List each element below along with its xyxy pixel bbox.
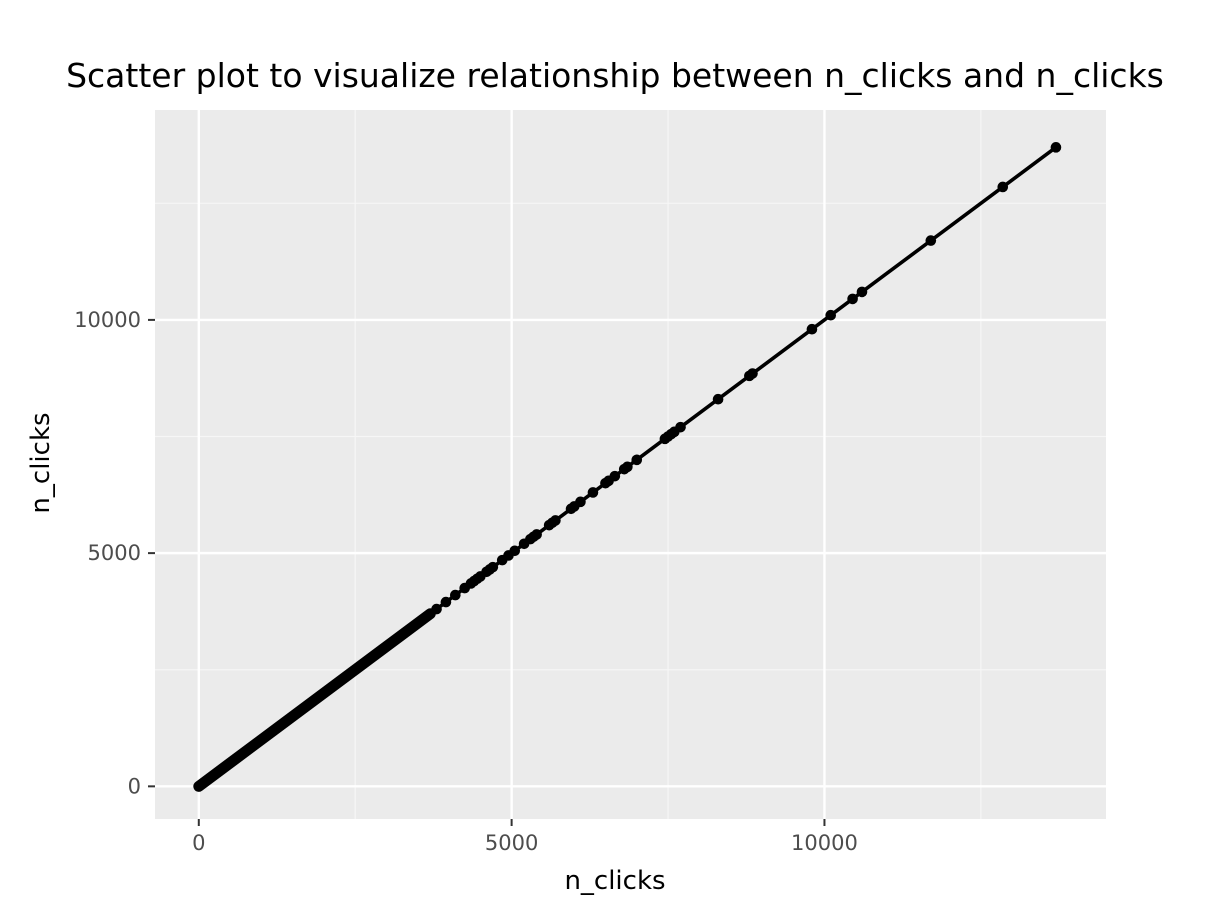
x-tick-label: 0 xyxy=(192,831,205,855)
chart-title: Scatter plot to visualize relationship b… xyxy=(66,56,1164,95)
scatter-point xyxy=(531,529,542,540)
scatter-point xyxy=(509,545,521,557)
scatter-point xyxy=(440,596,452,608)
scatter-point xyxy=(847,293,858,305)
x-tick-label: 10000 xyxy=(791,831,858,855)
minor-grid xyxy=(155,110,1106,819)
scatter-point xyxy=(631,454,643,466)
scatter-point xyxy=(575,496,586,508)
scatter-point xyxy=(712,393,724,405)
scatter-point xyxy=(856,286,868,298)
points-layer xyxy=(193,142,1062,792)
y-tick-label: 0 xyxy=(128,774,141,798)
scatter-point xyxy=(550,515,561,526)
scatter-point xyxy=(609,470,621,482)
y-axis: 0 5000 10000 xyxy=(74,308,155,798)
scatter-point xyxy=(806,323,818,335)
y-tick-label: 5000 xyxy=(88,541,141,565)
x-tick-label: 5000 xyxy=(485,831,538,855)
scatter-point xyxy=(487,561,499,573)
scatter-point xyxy=(925,235,937,246)
major-grid xyxy=(155,110,1106,819)
scatter-point xyxy=(675,421,686,433)
scatter-point xyxy=(450,589,461,601)
y-axis-title: n_clicks xyxy=(26,412,56,513)
scatter-point xyxy=(431,603,442,615)
dense-point-run xyxy=(193,608,436,792)
scatter-point xyxy=(747,368,758,379)
y-tick-label: 10000 xyxy=(74,308,141,332)
x-axis: 0 5000 10000 xyxy=(192,819,858,855)
scatter-point xyxy=(997,181,1009,193)
scatter-point xyxy=(622,461,633,473)
x-axis-title: n_clicks xyxy=(564,866,665,896)
scatter-point xyxy=(587,487,599,498)
scatter-point xyxy=(1050,142,1062,153)
scatter-point xyxy=(825,309,837,321)
